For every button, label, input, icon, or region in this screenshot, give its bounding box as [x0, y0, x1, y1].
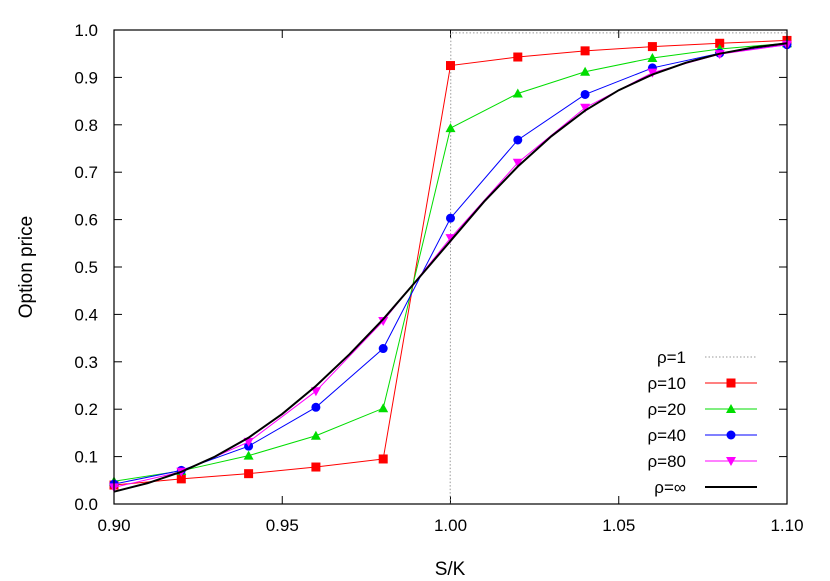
data-point	[445, 234, 456, 244]
legend-marker	[726, 378, 736, 388]
legend-marker	[726, 404, 736, 413]
data-point	[310, 430, 321, 440]
y-tick-label: 0.5	[74, 258, 98, 277]
series-0	[114, 32, 787, 505]
data-point	[512, 158, 523, 168]
data-point	[580, 66, 591, 76]
x-tick-label: 0.90	[97, 516, 130, 535]
data-point	[513, 135, 523, 145]
legend-marker	[726, 457, 736, 466]
data-point	[647, 52, 658, 62]
series-line	[114, 32, 787, 505]
data-point	[378, 454, 388, 464]
data-point	[243, 450, 254, 460]
y-tick-label: 1.0	[74, 21, 98, 40]
data-point	[513, 52, 523, 62]
y-tick-label: 0.7	[74, 163, 98, 182]
data-point	[378, 403, 389, 413]
data-point	[244, 469, 254, 479]
series-line	[113, 44, 788, 485]
legend-label: ρ=1	[657, 348, 686, 367]
y-tick-label: 0.8	[74, 116, 98, 135]
y-tick-label: 0.2	[74, 400, 98, 419]
y-tick-label: 0.4	[74, 305, 98, 324]
data-point	[446, 61, 455, 71]
series-line	[113, 39, 788, 486]
legend-label: ρ=80	[647, 452, 686, 471]
data-point	[311, 402, 321, 412]
x-tick-label: 1.10	[770, 516, 803, 535]
series-5	[113, 42, 788, 493]
y-tick-label: 0.3	[74, 353, 98, 372]
data-point	[715, 38, 725, 48]
legend-label: ρ=∞	[654, 478, 686, 497]
data-point	[378, 317, 389, 327]
data-point	[647, 68, 658, 78]
x-tick-label: 1.00	[434, 516, 467, 535]
data-point	[311, 462, 321, 472]
x-axis-label: S/K	[435, 559, 466, 580]
x-tick-label: 0.95	[266, 516, 299, 535]
legend-label: ρ=10	[647, 374, 686, 393]
y-tick-label: 0.1	[74, 448, 98, 467]
y-tick-label: 0.6	[74, 211, 98, 230]
y-tick-label: 0.0	[74, 495, 98, 514]
data-point	[512, 88, 523, 98]
series-line	[113, 42, 788, 493]
y-tick-label: 0.9	[74, 68, 98, 87]
data-point	[580, 103, 591, 113]
legend-label: ρ=20	[647, 400, 686, 419]
legend-marker	[726, 430, 736, 440]
data-point	[445, 123, 456, 133]
y-axis-label: Option price	[16, 216, 37, 318]
data-point	[580, 89, 590, 99]
plot-frame	[113, 29, 788, 505]
data-point	[378, 344, 388, 354]
data-point	[446, 213, 455, 223]
data-point	[310, 387, 321, 397]
data-point	[580, 46, 590, 56]
x-tick-label: 1.05	[602, 516, 635, 535]
data-point	[647, 42, 657, 52]
legend-label: ρ=40	[647, 426, 686, 445]
data-point	[176, 474, 186, 484]
